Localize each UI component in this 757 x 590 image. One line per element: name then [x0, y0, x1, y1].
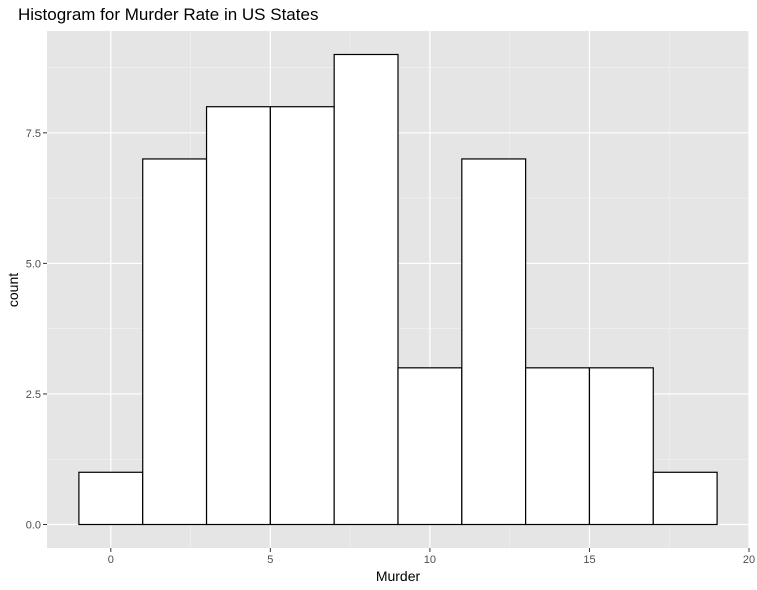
- x-axis-ticks: 0 5 10 15 20: [108, 548, 755, 566]
- histogram-bar: [205, 106, 271, 526]
- histogram-bar: [652, 471, 718, 526]
- histogram-bar: [78, 471, 144, 526]
- histogram-bar: [333, 53, 399, 526]
- x-tick-label: 15: [583, 554, 595, 566]
- x-tick-label: 5: [267, 554, 273, 566]
- x-axis-title: Murder: [376, 568, 421, 584]
- histogram-bar: [461, 158, 527, 526]
- histogram-bar: [588, 367, 654, 526]
- histogram-bar: [142, 158, 208, 526]
- histogram-bar: [269, 106, 335, 526]
- y-tick-label: 2.5: [26, 389, 41, 401]
- y-axis-title: count: [5, 273, 21, 307]
- y-tick-label: 5.0: [26, 258, 41, 270]
- x-tick-label: 20: [743, 554, 755, 566]
- y-tick-label: 0.0: [26, 520, 41, 532]
- y-axis-ticks: 0.0 2.5 5.0 7.5: [26, 128, 47, 532]
- histogram-bar: [397, 367, 463, 526]
- chart-title: Histogram for Murder Rate in US States: [18, 5, 318, 24]
- histogram-bar: [525, 367, 591, 526]
- y-tick-label: 7.5: [26, 128, 41, 140]
- x-tick-label: 10: [424, 554, 436, 566]
- x-tick-label: 0: [108, 554, 114, 566]
- histogram-bars: [78, 53, 718, 526]
